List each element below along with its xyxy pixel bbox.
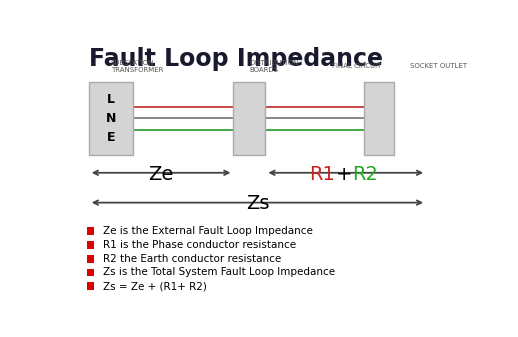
Bar bbox=[89, 82, 133, 155]
Text: R1: R1 bbox=[309, 164, 335, 184]
Bar bbox=[87, 241, 94, 249]
Text: FINAL CIRCUIT: FINAL CIRCUIT bbox=[332, 63, 381, 69]
Text: Zs = Ze + (R1+ R2): Zs = Ze + (R1+ R2) bbox=[103, 281, 207, 291]
Text: R1 is the Phase conductor resistance: R1 is the Phase conductor resistance bbox=[103, 240, 296, 250]
Bar bbox=[87, 269, 94, 276]
Text: Ze is the External Fault Loop Impedance: Ze is the External Fault Loop Impedance bbox=[103, 226, 313, 236]
Text: Ze: Ze bbox=[149, 164, 174, 184]
Text: R2: R2 bbox=[352, 164, 378, 184]
Text: Zs is the Total System Fault Loop Impedance: Zs is the Total System Fault Loop Impeda… bbox=[103, 268, 335, 277]
Text: Fault Loop Impedance: Fault Loop Impedance bbox=[89, 47, 383, 71]
Bar bbox=[87, 227, 94, 235]
Text: SUBSTATION
TRANSFORMER: SUBSTATION TRANSFORMER bbox=[111, 60, 163, 73]
Bar bbox=[364, 82, 394, 155]
Text: L
N
E: L N E bbox=[106, 93, 116, 144]
Text: +: + bbox=[336, 164, 353, 184]
Bar bbox=[87, 255, 94, 263]
Text: DISTRIBUTION
BOARDS: DISTRIBUTION BOARDS bbox=[250, 60, 299, 73]
Text: R2 the Earth conductor resistance: R2 the Earth conductor resistance bbox=[103, 254, 281, 264]
Bar bbox=[233, 82, 265, 155]
Text: SOCKET OUTLET: SOCKET OUTLET bbox=[410, 63, 467, 69]
Bar bbox=[87, 282, 94, 290]
Text: Zs: Zs bbox=[246, 194, 269, 213]
